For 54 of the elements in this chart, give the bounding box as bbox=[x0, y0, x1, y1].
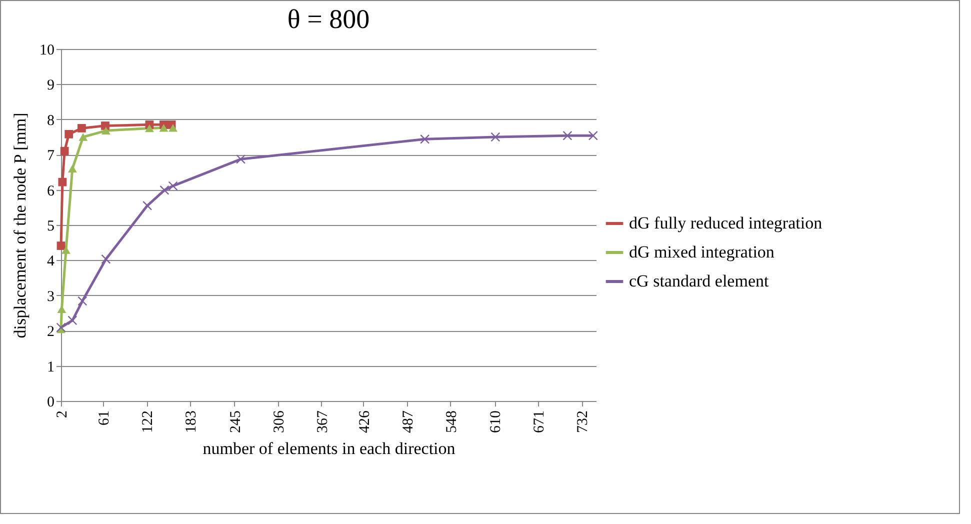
point bbox=[168, 124, 178, 132]
point bbox=[78, 296, 88, 306]
legend-label: dG fully reduced integration bbox=[629, 214, 823, 232]
point bbox=[562, 130, 572, 140]
y-tick-label: 6 bbox=[47, 183, 55, 200]
y-tick-label: 7 bbox=[47, 148, 55, 164]
chart-title: θ = 800 bbox=[287, 4, 370, 34]
x-tick-label: 426 bbox=[356, 410, 373, 433]
point bbox=[101, 254, 111, 264]
y-tick-label: 2 bbox=[47, 324, 54, 340]
legend-label: cG standard element bbox=[629, 272, 769, 290]
point bbox=[144, 124, 154, 132]
point bbox=[68, 316, 78, 326]
point bbox=[101, 126, 110, 135]
x-tick-label: 671 bbox=[532, 410, 548, 433]
x-tick-label: 548 bbox=[444, 410, 460, 433]
x-tick-label: 183 bbox=[184, 410, 200, 433]
point bbox=[101, 122, 110, 130]
point bbox=[588, 130, 598, 140]
x-tick-label: 367 bbox=[314, 410, 331, 433]
point bbox=[60, 146, 69, 156]
point bbox=[68, 164, 77, 173]
point bbox=[64, 130, 74, 138]
point bbox=[168, 181, 178, 191]
y-tick-label: 9 bbox=[47, 78, 54, 94]
point bbox=[236, 154, 246, 164]
x-tick-label: 245 bbox=[228, 410, 244, 433]
point bbox=[159, 124, 168, 132]
x-tick-label: 122 bbox=[140, 410, 156, 433]
y-tick-label: 3 bbox=[47, 288, 54, 305]
legend-label: dG mixed integration bbox=[629, 242, 775, 262]
y-tick-label: 8 bbox=[47, 112, 54, 129]
y-tick-label: 4 bbox=[47, 254, 55, 270]
point bbox=[78, 133, 88, 141]
point bbox=[78, 124, 86, 132]
point bbox=[62, 246, 70, 254]
point bbox=[58, 178, 67, 186]
point bbox=[490, 132, 500, 142]
point bbox=[420, 134, 430, 144]
y-axis-title: displacement of the node P [mm] bbox=[10, 112, 30, 338]
point bbox=[160, 185, 170, 195]
y-tick-label: 1 bbox=[47, 359, 54, 376]
x-tick-label: 2 bbox=[54, 410, 70, 418]
x-tick-label: 487 bbox=[400, 410, 416, 433]
x-tick-label: 61 bbox=[96, 410, 113, 426]
x-axis-title: number of elements in each direction bbox=[202, 439, 456, 458]
point bbox=[56, 242, 66, 250]
x-tick-label: 732 bbox=[575, 410, 592, 433]
point bbox=[142, 200, 152, 210]
x-tick-label: 306 bbox=[271, 410, 288, 433]
y-tick-label: 5 bbox=[47, 218, 54, 234]
y-tick-label: 0 bbox=[47, 394, 54, 410]
x-tick-label: 610 bbox=[488, 410, 504, 433]
y-tick-label: 10 bbox=[40, 42, 54, 58]
